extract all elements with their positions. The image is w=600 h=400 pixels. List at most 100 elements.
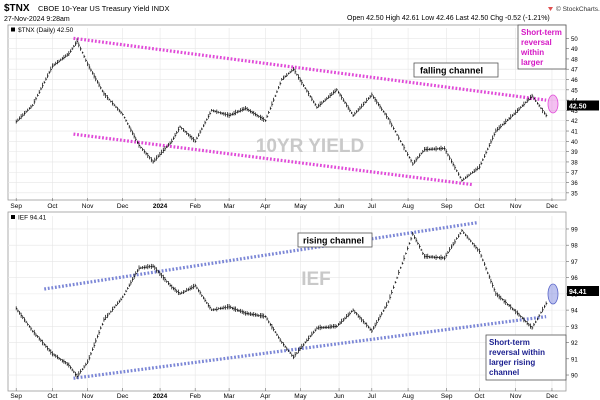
y-tick-label: 99 [571,227,578,233]
ohlc-bar [38,336,41,341]
ohlc-bar [260,312,262,319]
x-tick-label: Sep [441,393,453,400]
ohlc-bar [101,322,104,326]
ohlc-bar [463,231,465,235]
ohlc-bar [376,319,378,325]
ohlc-bar [424,253,426,259]
ohlc-bar [516,310,519,316]
ohlc-bar [150,157,153,163]
y-tick-label: 39 [571,150,578,156]
ohlc-bar [454,165,457,170]
ohlc-bar [207,114,210,119]
ohlc-bar [412,162,414,166]
ohlc-bar [540,107,543,110]
ohlc-bar [140,146,142,149]
ohlc-bar [316,326,319,330]
ohlc-bar [311,96,314,102]
ohlc-bar [505,299,507,305]
ohlc-bar [241,107,244,112]
ohlc-bar [422,149,424,154]
ohlc-bar [432,147,434,151]
ohlc-bar [368,97,370,100]
x-tick-label: Nov [82,393,94,400]
ohlc-bar [364,101,367,104]
ohlc-bar [331,324,333,329]
ohlc-bar [113,305,116,309]
ohlc-bar [50,349,52,355]
date-label: 27-Nov-2024 9:28am [4,16,70,23]
ohlc-bar [379,314,382,319]
ohlc-bar [85,58,87,62]
ohlc-bar [294,352,297,358]
ohlc-bar [28,107,31,110]
ohlc-bar [209,111,212,116]
ohlc-bar [515,309,517,315]
ohlc-bar [445,149,448,154]
ohlc-bar [435,146,438,152]
ohlc-bar [258,115,260,118]
ohlc-bar [97,334,99,339]
ohlc-bar [251,312,254,317]
ohlc-bar [164,276,167,282]
ohlc-bar [19,310,21,315]
ohlc-bar [256,313,259,317]
ohlc-bar [189,134,192,139]
ohlc-bar [245,105,247,111]
ohlc-bar [398,269,400,275]
ohlc-bar [52,63,54,69]
ohlc-bar [346,314,348,319]
channel-line-upper [44,220,479,291]
ohlc-bar [490,278,493,284]
ohlc-bar [475,245,478,250]
x-tick-label: Dec [546,393,558,400]
ohlc-bar [20,114,23,120]
ohlc-bar [301,343,303,350]
ohlc-bar [226,112,229,118]
ohlc-bar [236,110,239,114]
ohlc-bar [235,306,237,312]
ohlc-bar [216,109,219,115]
ohlc-bar [333,323,335,329]
annotation-rising: Short-term reversal within larger rising ch… [489,338,545,377]
ohlc-bar [214,110,217,113]
ohlc-bar [324,325,327,329]
ohlc-bar [391,289,393,295]
ohlc-bar [30,104,33,109]
ohlc-bar [341,318,343,324]
ohlc-bar [329,93,332,98]
ohlc-bar [150,263,153,270]
ohlc-bar [122,113,124,116]
ohlc-bar [271,324,274,330]
ohlc-bar [316,105,319,109]
panel-frame [7,211,567,392]
ohlc-bar [339,93,342,97]
ohlc-bar [429,147,431,151]
ohlc-bar [57,354,59,360]
ohlc-bar [394,130,397,133]
ohlc-bar [47,345,49,351]
ohlc-bar [203,124,205,128]
ohlc-bar [346,102,348,108]
ohlc-bar [495,291,498,296]
ohlc-bar [326,325,328,329]
x-axis-middle: Sep Oct Nov Dec 2024 Feb Mar Apr May Jun Jul Aug Sep… [10,198,558,210]
ohlc-bar [261,115,264,121]
ohlc-bar [133,133,136,139]
ohlc-bar [311,331,314,337]
ohlc-bar [145,151,148,156]
ohlc-bar [92,347,94,351]
ohlc-bar [251,110,254,115]
ohlc-bar [65,54,67,58]
ohlc-bar [323,100,325,103]
ohlc-bar [451,244,453,250]
ohlc-bar [255,312,257,317]
ohlc-bar [520,315,522,318]
ohlc-bar [321,325,324,330]
ohlc-bar [480,253,483,258]
falling-channel [73,36,547,187]
ohlc-bar [528,97,530,101]
ohlc-bar [71,47,74,51]
ohlc-bar [95,76,97,82]
ohlc-bar [301,79,303,86]
ohlc-bar [166,145,168,148]
